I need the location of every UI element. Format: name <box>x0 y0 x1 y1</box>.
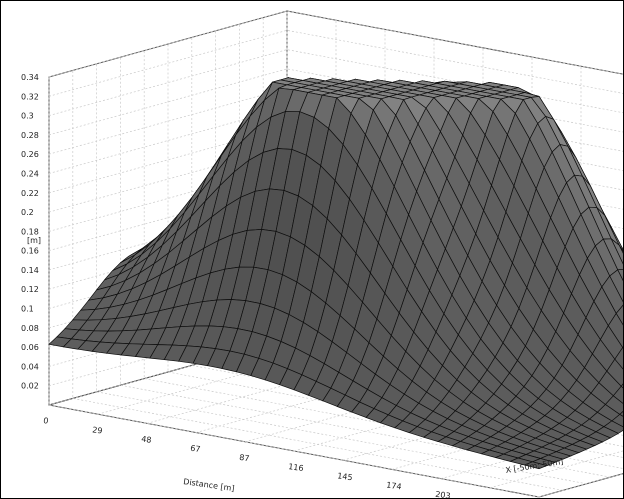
z-tick-label: 0.2 <box>21 208 34 217</box>
x-tick-label: 174 <box>386 480 402 491</box>
x-tick-label: 67 <box>190 444 201 454</box>
z-tick-label: 0.34 <box>21 73 39 82</box>
z-tick-label: 0.14 <box>21 266 39 275</box>
z-tick-label: 0.26 <box>21 150 39 159</box>
z-axis-label: [m] <box>27 236 41 245</box>
z-tick-label: 0.12 <box>21 285 39 294</box>
surface-cell <box>614 346 623 370</box>
x-tick-label: 145 <box>337 471 353 482</box>
x-tick-label: 203 <box>435 490 451 498</box>
x-tick-label: 29 <box>92 425 103 435</box>
surface-cell <box>523 461 549 470</box>
z-tick-label: 0.08 <box>21 324 39 333</box>
x-tick-label: 0 <box>43 416 49 426</box>
z-tick-label: 0.28 <box>21 131 39 140</box>
z-tick-label: 0.16 <box>21 247 39 256</box>
z-tick-label: 0.04 <box>21 362 39 371</box>
surface-mesh <box>48 77 623 470</box>
x-tick-label: 48 <box>141 434 152 444</box>
x-tick-label: 116 <box>288 462 304 473</box>
z-tick-label: 0.22 <box>21 189 39 198</box>
surface-cell <box>615 304 623 326</box>
z-tick-label: 0.02 <box>21 382 39 391</box>
axis-ticks: 0.02 0.04 0.06 0.08 0.1 0.12 0.14 0.16 0.18 0.2 0.… <box>21 73 451 498</box>
surface-cell <box>619 411 623 417</box>
z-tick-label: 0.32 <box>21 92 39 101</box>
z-tick-label: 0.24 <box>21 170 39 179</box>
z-tick-label: 0.18 <box>21 227 39 236</box>
z-tick-label: 0.06 <box>21 343 39 352</box>
z-tick-label: 0.3 <box>21 112 34 121</box>
x-tick-label: 87 <box>239 453 250 463</box>
surface-cell <box>620 383 623 389</box>
z-tick-label: 0.1 <box>21 305 34 314</box>
x-axis-label: Distance [m] <box>183 477 235 493</box>
